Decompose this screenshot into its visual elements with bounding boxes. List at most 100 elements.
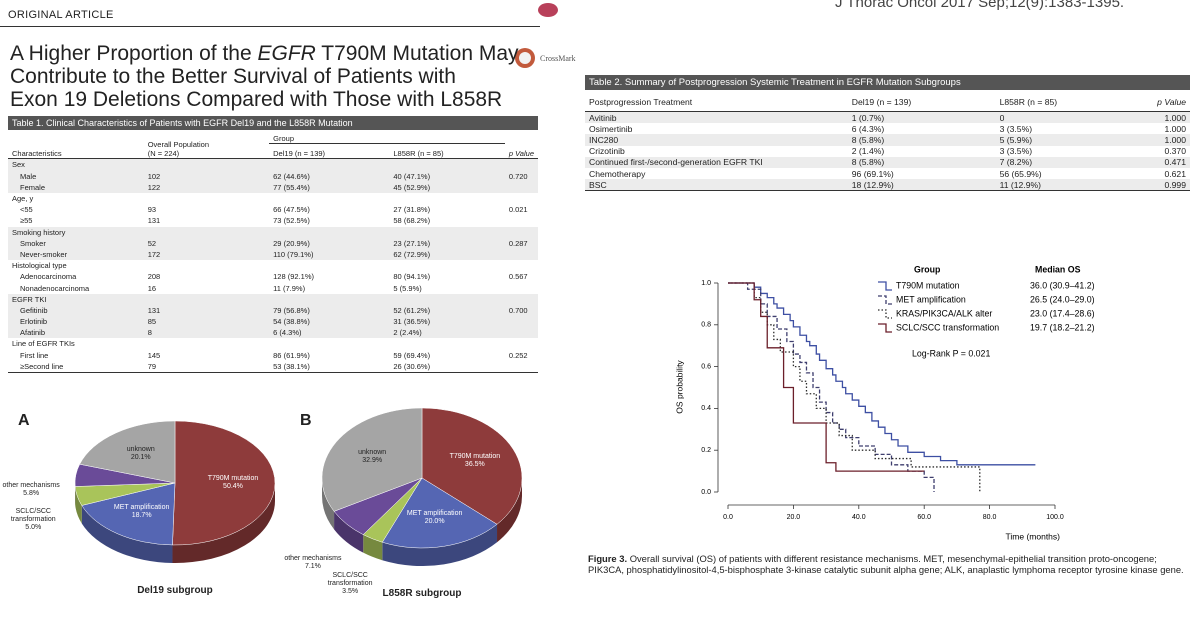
cell: 131 — [143, 304, 270, 316]
cell: Adenocarcinoma — [20, 272, 77, 282]
cell: 110 (79.1%) — [269, 248, 390, 261]
p-cell: 0.567 — [508, 272, 528, 282]
header-row: Del19 (n = 139) L858R (n = 85) — [8, 144, 538, 159]
cell: BSC — [585, 179, 848, 191]
cell: 59 (69.4%) — [393, 350, 431, 360]
pie-category: unknown — [358, 449, 387, 457]
header-row: Postprogression Treatment Del19 (n = 139)… — [585, 93, 1190, 112]
section-label: ORIGINAL ARTICLE — [8, 9, 114, 21]
pie-side — [497, 478, 522, 543]
y-tick-label: 0.8 — [701, 322, 711, 329]
cell: Afatinib — [8, 327, 144, 339]
cell: 54 (38.8%) — [269, 316, 390, 328]
cell: 45 (52.9%) — [389, 181, 505, 193]
cell: 11 (12.9%) — [995, 179, 1139, 191]
cell: 1.000 — [1138, 134, 1190, 146]
title-part: EGFR — [257, 42, 316, 65]
citation: J Thorac Oncol 2017 Sep;12(9):1383-1395. — [835, 0, 1125, 11]
pie-value-label: 20.1% — [130, 453, 151, 461]
cell: 26 (30.6%) — [393, 361, 431, 371]
cell: 1 (0.7%) — [847, 111, 996, 124]
section-row: Histological type — [8, 260, 538, 271]
p-cell: 0.720 — [504, 170, 538, 182]
panel-label: B — [300, 412, 312, 429]
legend-swatch — [878, 323, 892, 333]
header-row: Characteristics Overall Population (N = 22… — [8, 132, 538, 158]
cell: 128 (92.1%) — [273, 272, 314, 282]
legend-swatch — [878, 309, 892, 319]
data-row: INC280 8 (5.8%) 5 (5.9%) 1.000 — [585, 134, 1190, 146]
section-label: Histological type — [12, 261, 67, 271]
cell: 79 (56.8%) — [269, 304, 390, 316]
cell: Gefitinib — [8, 304, 144, 316]
cell: Osimertinib — [589, 123, 633, 134]
cell: 1.000 — [1138, 111, 1190, 124]
pie-value-label: 3.5% — [342, 588, 359, 596]
pie-side — [321, 478, 335, 530]
cell: 2 (1.4%) — [851, 146, 885, 157]
col-header: Postprogression Treatment — [589, 97, 693, 107]
table-head: Characteristics Overall Population (N = 22… — [8, 132, 538, 159]
pie-category: unknown — [126, 445, 155, 453]
cell: 0 — [995, 111, 1139, 124]
col-header-line: (N = 224) — [147, 149, 180, 159]
cell: 80 (94.1%) — [393, 272, 431, 282]
cell: 73 (52.5%) — [273, 216, 310, 226]
cell: Never-smoker — [8, 248, 144, 261]
table1: Characteristics Overall Population (N = 22… — [8, 132, 538, 373]
col-header: Characteristics — [12, 149, 62, 159]
title-part: T790M Mutation May — [315, 42, 519, 65]
caption-text: Overall survival (OS) of patients with d… — [588, 553, 1184, 575]
cell: 0.999 — [1138, 179, 1190, 191]
cell: 85 — [143, 316, 270, 328]
pie-category: MET amplification — [113, 504, 170, 512]
col-header-line: Overall Population — [147, 140, 209, 150]
p-cell — [505, 215, 538, 226]
cell: 29 (20.9%) — [269, 237, 390, 249]
survival-curve — [728, 282, 1036, 466]
col-header: L858R (n = 85) — [393, 149, 444, 159]
title-line: Exon 19 Deletions Compared with Those wi… — [10, 88, 503, 111]
group-header: Group — [269, 132, 505, 145]
pie-category: MET amplification — [406, 509, 463, 517]
table2-caption: Table 2. Summary of Postprogression Syst… — [585, 75, 1190, 90]
pie-value-label: 18.7% — [131, 512, 152, 520]
cell: 27 (31.8%) — [393, 205, 431, 215]
legend-name: MET amplification — [896, 294, 966, 304]
pie-value-label: 32.9% — [362, 457, 383, 465]
cell: 18 (12.9%) — [847, 179, 996, 191]
y-tick-label: 1.0 — [701, 280, 711, 287]
legend-median: 36.0 (30.9–41.2) — [1030, 280, 1095, 290]
pie-category: other mechanisms — [2, 481, 60, 489]
x-tick-label: 80.0 — [983, 514, 997, 521]
cell: 62 (44.6%) — [269, 170, 390, 182]
col-header: Overall Population (N = 224) — [144, 132, 269, 159]
pie-value-label: 7.1% — [304, 562, 321, 570]
p-cell — [505, 282, 538, 293]
pie-side — [172, 483, 275, 563]
pie-value-label: 36.5% — [464, 461, 485, 469]
data-row: Erlotinib 85 54 (38.8%) 31 (36.5%) — [8, 316, 538, 328]
cell: 102 — [143, 170, 270, 182]
y-tick-label: 0.4 — [701, 405, 711, 412]
data-row: <55 93 66 (47.5%) 27 (31.8%) 0.021 — [8, 204, 538, 215]
legend-median-title: Median OS — [1035, 264, 1081, 274]
cell: 52 — [143, 237, 270, 249]
data-row: Nonadenocarcinoma 16 11 (7.9%) 5 (5.9%) — [8, 282, 538, 293]
data-row: Female 122 77 (55.4%) 45 (52.9%) — [8, 181, 538, 193]
data-row: Osimertinib 6 (4.3%) 3 (3.5%) 1.000 — [585, 123, 1190, 134]
cell: 53 (38.1%) — [273, 361, 310, 371]
data-row: First line 145 86 (61.9%) 59 (69.4%) 0.252 — [8, 350, 538, 361]
cell: 93 — [147, 205, 157, 215]
pie-label: MET amplification 18.7% — [111, 504, 173, 520]
legend-median: 23.0 (17.4–28.6) — [1030, 308, 1095, 318]
section-row: Line of EGFR TKIs — [8, 338, 538, 349]
section-label: Smoking history — [8, 226, 538, 238]
x-tick-label: 20.0 — [787, 514, 801, 521]
annotation: Log-Rank P = 0.021 — [912, 348, 990, 358]
p-cell — [504, 316, 538, 328]
p-cell: 0.287 — [504, 237, 538, 249]
cell: 6 (4.3%) — [851, 123, 885, 134]
pie-slice — [81, 482, 176, 546]
cell: Chemotherapy — [589, 168, 646, 179]
